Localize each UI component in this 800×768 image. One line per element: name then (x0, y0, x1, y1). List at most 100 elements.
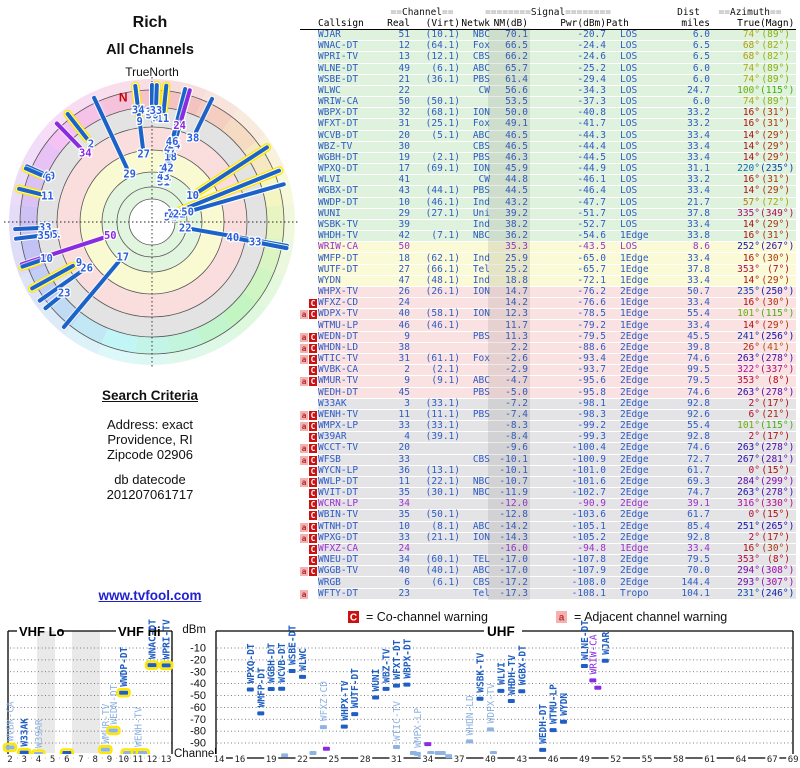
signal-bar-wtic-tv (392, 745, 400, 750)
channel-tick-label: 10 (118, 755, 129, 765)
cell-path: LOS (620, 163, 638, 175)
table-rows: WJAR 51 (10.1) NBC 70.1 -20.7 LOS 6.0 74° (89°) WN… (300, 30, 796, 600)
cell-callsign: WPXG-DT (318, 531, 359, 543)
warning-markers (300, 52, 318, 63)
cell-azimuth-true: 251° (737, 520, 760, 532)
cell-real-channel: 33 (398, 531, 410, 543)
compass-hue-ring-outer (97, 343, 135, 364)
cell-callsign: WFTY-DT (318, 587, 359, 599)
cell-path: LOS (620, 196, 638, 208)
cell-callsign: WLWC (318, 84, 341, 96)
compass-hue-ring (101, 91, 137, 116)
signal-bar-wydn (560, 719, 568, 724)
cell-azimuth-true: 335° (737, 207, 760, 219)
bar-callsign-label: WLNE-DT (580, 620, 591, 660)
table-row-wlne-dt: WLNE-DT 49 (6.1) ABC 65.7 -25.2 LOS 6.0 74° (89°) (300, 62, 796, 75)
cell-azimuth-true: 6° (748, 408, 760, 420)
radar-ring (101, 171, 203, 273)
cell-path: LOS (620, 62, 638, 74)
channel-axis-title: Channel (174, 748, 217, 760)
cell-real-channel: 30 (398, 140, 410, 152)
cell-real-channel: 10 (398, 196, 410, 208)
cell-path: 2Edge (620, 475, 649, 487)
dbm-tick-label: -70 (190, 714, 206, 726)
warning-markers (300, 399, 318, 410)
cell-azimuth-true: 284° (737, 475, 760, 487)
cell-azimuth-true: 16° (742, 118, 760, 130)
radar-channel-label: 34 (132, 104, 145, 116)
signal-bar-wmur-tv (100, 747, 110, 752)
cell-path: 1Edge (620, 319, 649, 331)
radar-bar-wedn-dt (30, 263, 75, 291)
cell-nm-db: -17.0 (499, 565, 528, 577)
vhf-bar-halo (144, 660, 160, 670)
tick-bg (3, 754, 17, 763)
signal-bar-whdh-tv (507, 698, 515, 703)
cell-nm-db: 66.2 (505, 51, 528, 63)
cell-azimuth-magnetic: (299°) (760, 475, 795, 487)
signal-bar-wlne-dt (580, 664, 588, 669)
cell-callsign: W33AK (318, 397, 347, 409)
cell-azimuth-true: 263° (737, 487, 760, 499)
cell-real-channel: 13 (398, 51, 410, 63)
tick-bg (130, 754, 145, 763)
cell-azimuth-true: 353° (737, 375, 760, 387)
cell-distance-miles: 33.4 (687, 542, 710, 554)
table-row-w33ak: W33AK 3 (33.1) -7.2 -98.1 2Edge 92.8 2° (17°) (300, 397, 796, 410)
bar-callsign-label: W39AR (34, 719, 45, 748)
search-criteria: Search Criteria Address: exact Providenc… (0, 388, 300, 462)
bar-callsign-label: W33AK (20, 718, 31, 747)
radar-channel-label: 40 (227, 232, 240, 244)
table-row-whdh-tv: WHDH-TV 42 (7.1) NBC 36.2 -54.6 1Edge 33.8 16° (3… (300, 230, 796, 243)
cell-real-channel: 26 (398, 286, 410, 298)
cell-real-channel: 2 (404, 364, 410, 376)
cell-azimuth-true: 241° (737, 330, 760, 342)
radar-channel-label: 11 (41, 190, 54, 202)
radar-channel-label: 6 (45, 172, 51, 184)
db-datecode: db datecode 201207061717 (0, 472, 300, 502)
cell-distance-miles: 144.4 (681, 576, 710, 588)
cell-power-dbm: -54.6 (577, 230, 606, 242)
bar-callsign-label: WTIC-TV (392, 701, 403, 741)
dbm-tick-label: -50 (190, 690, 206, 702)
cell-azimuth-true: 231° (737, 587, 760, 599)
cell-callsign: WGGB-TV (318, 565, 359, 577)
cell-path: LOS (620, 241, 638, 253)
cell-callsign: WTNH-DT (318, 520, 359, 532)
cell-callsign: WYCN-LP (318, 464, 359, 476)
cochannel-warning-badge: C (309, 332, 317, 342)
channel-tick-label: 58 (673, 755, 684, 765)
cell-path: 2Edge (620, 386, 649, 398)
tick-bg (31, 754, 46, 763)
compass-hue-ring (222, 117, 257, 152)
cell-path: 2Edge (620, 509, 649, 521)
uhf-title: UHF (487, 624, 515, 639)
warning-markers (300, 287, 318, 298)
cell-azimuth-magnetic: (115°) (760, 420, 795, 432)
table-row-wfxz-ca: C WFXZ-CA 24 -16.0 -94.8 1Edge 33.4 16° (30°) (300, 542, 796, 556)
tick-bg (389, 754, 404, 763)
warning-markers: C (300, 298, 318, 309)
cell-azimuth-magnetic: (265°) (760, 520, 795, 532)
compass-hue-ring (167, 328, 203, 353)
cell-path: LOS (620, 185, 638, 197)
cochannel-legend-swatch (348, 611, 359, 623)
cell-azimuth-magnetic: (82°) (761, 51, 790, 63)
site-link: www.tvfool.com (0, 588, 300, 603)
cell-real-channel: 50 (398, 96, 410, 108)
warning-markers (300, 320, 318, 331)
bar-callsign-label: WHDN-LD (465, 695, 476, 735)
cell-path: 2Edge (620, 375, 649, 387)
cell-power-dbm: -100.9 (571, 453, 606, 465)
signal-bar-wsbk-tv (476, 696, 484, 701)
warning-markers: C (300, 544, 318, 555)
cell-power-dbm: -72.1 (577, 274, 606, 286)
tvfool-link[interactable]: www.tvfool.com (98, 588, 202, 603)
cell-real-channel: 23 (398, 587, 410, 599)
north-marker: N (119, 90, 128, 104)
cell-callsign: WTIC-TV (318, 353, 359, 365)
cell-path: LOS (620, 84, 638, 96)
cell-nm-db: -14.2 (499, 520, 528, 532)
